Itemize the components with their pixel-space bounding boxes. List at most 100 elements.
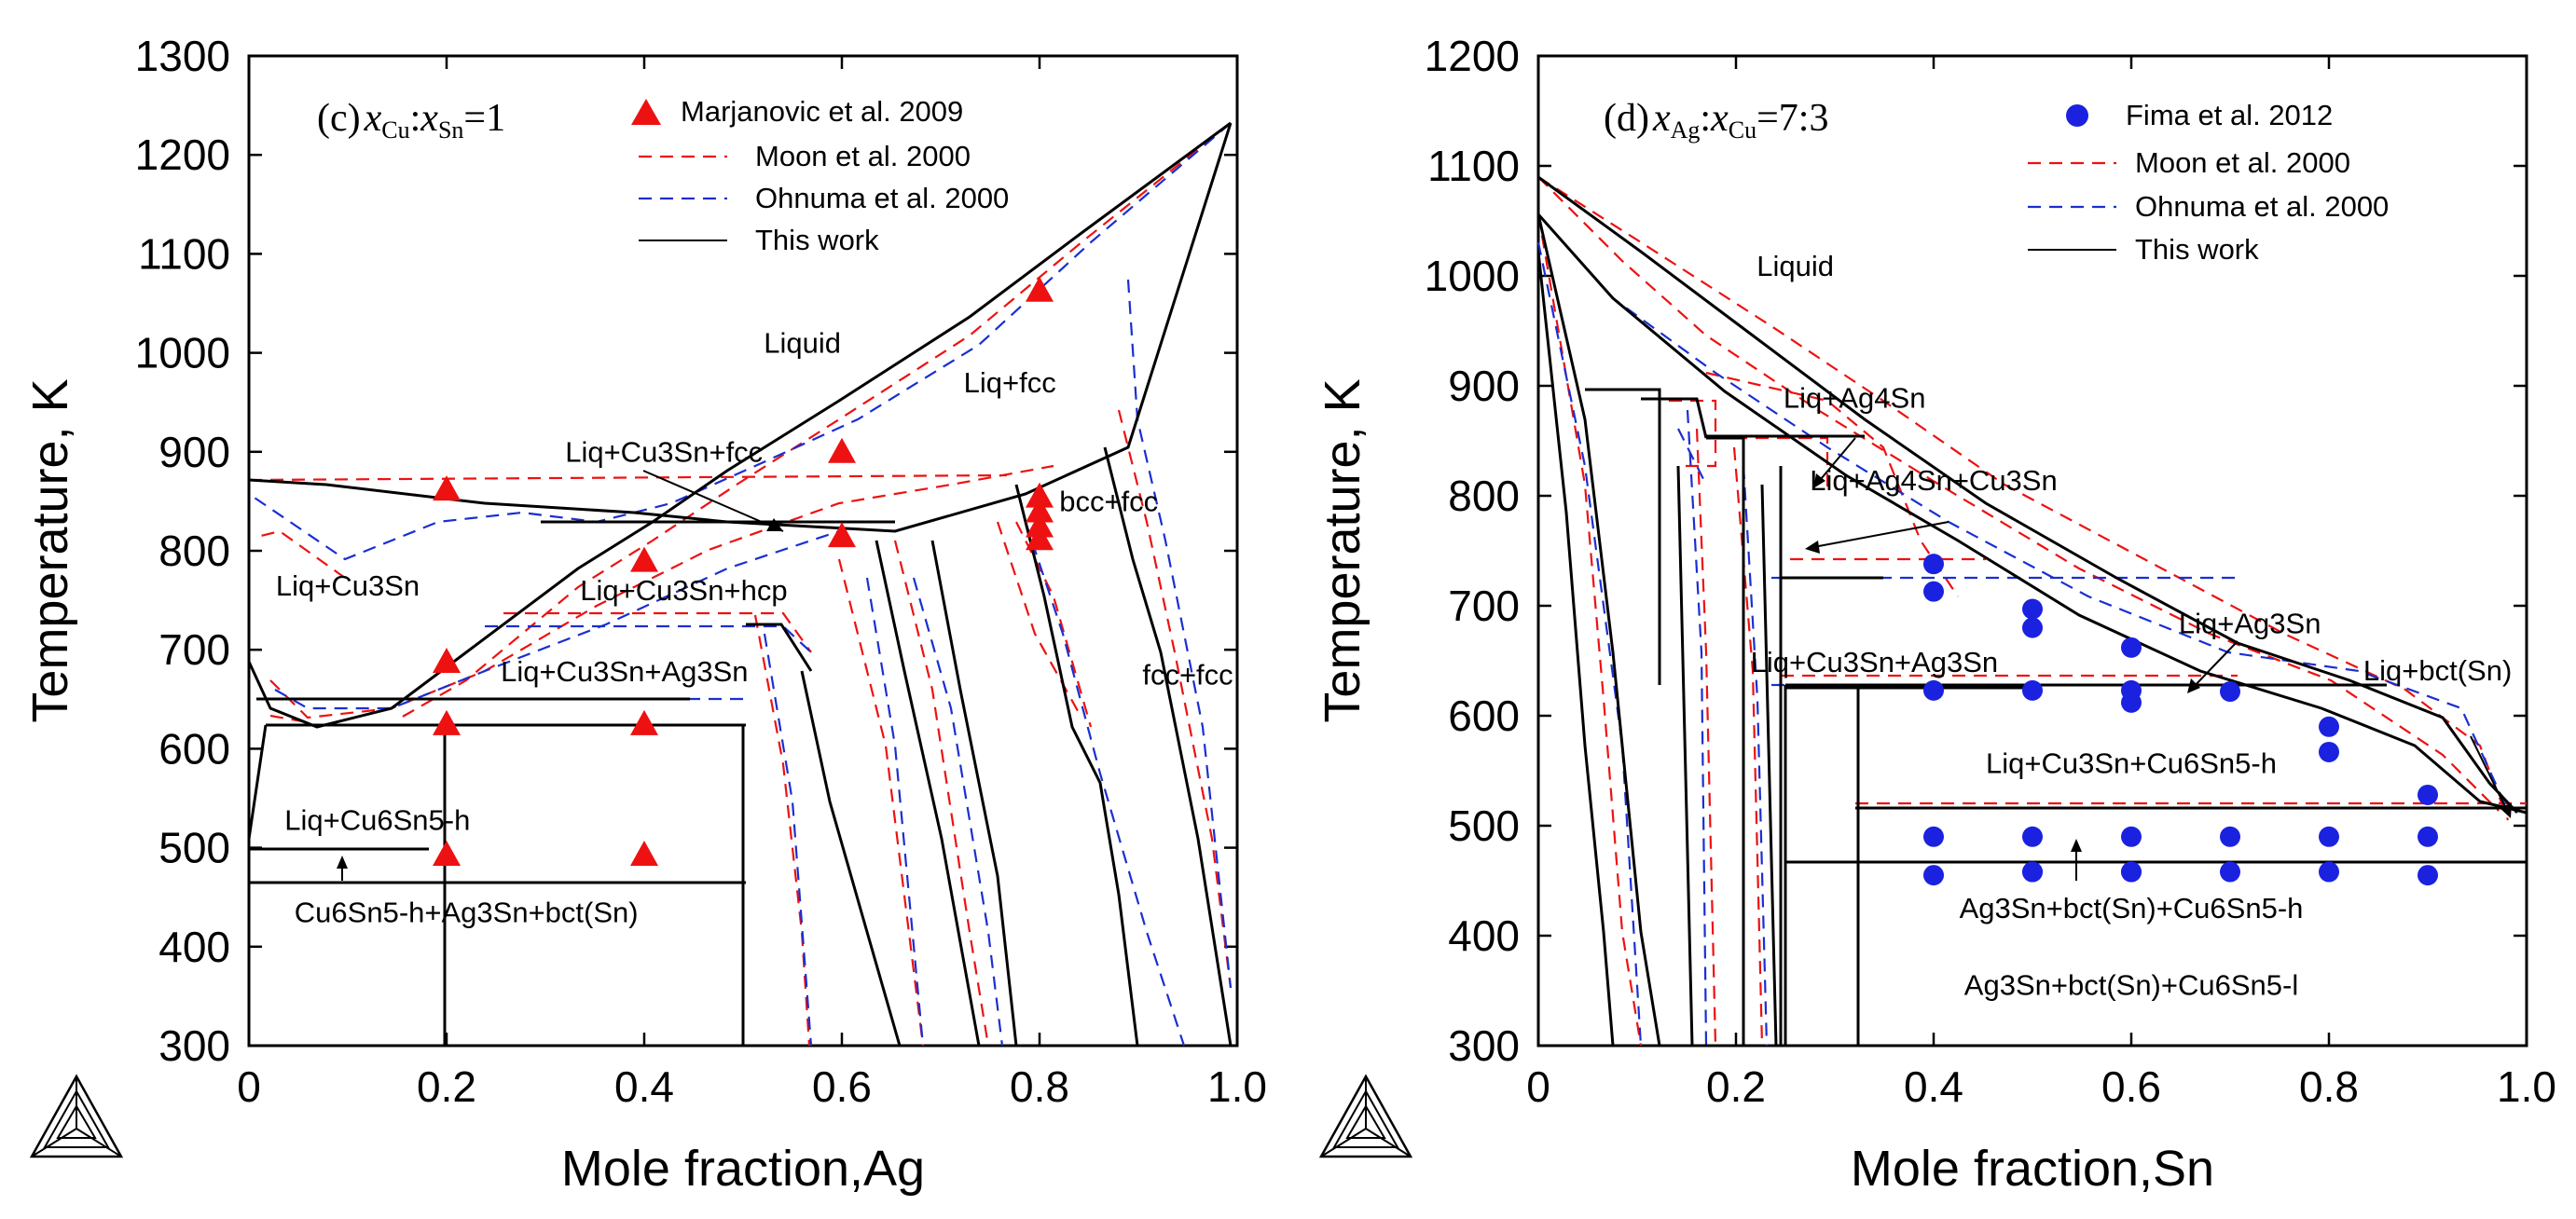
c-annotation-2: Liq+Cu3Sn+fcc (565, 435, 763, 468)
c-data-point-6 (828, 437, 856, 463)
d-data-point-20 (2319, 716, 2339, 737)
d-legend-label-3: This work (2135, 233, 2259, 266)
c-red-horizontal-870 (248, 473, 1008, 482)
c-ytick-label-0: 300 (158, 1021, 230, 1070)
d-data-point-23 (2319, 861, 2339, 883)
panel-d-legend: Fima et al. 2012 Moon et al. 2000 Ohnuma… (2028, 99, 2389, 266)
c-ytick-label-6: 900 (158, 428, 230, 476)
c-black-liquidus (247, 121, 1232, 729)
c-blue-mid-2 (865, 577, 925, 1047)
panel-d-arrows (1805, 437, 2512, 881)
d-annotation-1: Liq+Ag4Sn (1784, 382, 1926, 415)
c-annotation-8: Liq+Cu6Sn5-h (284, 803, 470, 836)
c-xtick-label-3: 0.6 (812, 1062, 872, 1111)
panel-d-x-ticks: 0 0.2 0.4 0.6 0.8 1.0 (1526, 56, 2556, 1111)
panel-c-x-ticks: 0 0.2 0.4 0.6 0.8 1.0 (237, 56, 1267, 1111)
c-ytick-label-2: 500 (158, 824, 230, 872)
c-red-mid-1 (893, 540, 990, 1047)
d-black-left-1 (1536, 213, 1661, 1047)
d-data-point-16 (2121, 861, 2142, 883)
c-annotation-6: Liq+Cu3Sn+Ag3Sn (501, 655, 748, 688)
c-blue-hcp-solvus (763, 633, 813, 1047)
d-data-point-18 (2220, 826, 2240, 847)
c-data-point-2 (433, 709, 461, 735)
c-xlabel: Mole fraction,Ag (561, 1141, 925, 1197)
d-blue-ag4sn (1677, 428, 1707, 486)
d-ytick-label-4: 700 (1448, 582, 1520, 630)
c-ytick-label-4: 700 (158, 625, 230, 674)
d-annotation-7: Ag3Sn+bct(Sn)+Cu6Sn5-h (1960, 892, 2304, 925)
d-annotation-0: Liquid (1756, 250, 1834, 282)
d-data-point-26 (2418, 865, 2438, 886)
d-red-liquidus-2 (1537, 176, 2500, 812)
c-annotation-0: Liquid (764, 327, 841, 360)
panel-c-data-points (433, 276, 1054, 867)
c-data-point-11 (1026, 512, 1054, 538)
c-xtick-label-5: 1.0 (1207, 1062, 1267, 1111)
d-annotation-3: Liq+Ag3Sn (2179, 608, 2321, 640)
c-black-solvus-1 (800, 670, 902, 1047)
d-data-point-0 (1923, 554, 1944, 575)
d-data-point-7 (2022, 679, 2043, 701)
c-red-liq-cu3sn (269, 464, 1054, 719)
d-ytick-label-1: 400 (1448, 911, 1520, 960)
d-blue-liquidus (1537, 213, 2510, 812)
c-blue-liq-cu3sn (274, 529, 840, 710)
d-ytick-label-3: 600 (1448, 692, 1520, 740)
c-thermo-logo-icon (29, 1074, 124, 1158)
d-black-left-2 (1536, 251, 1615, 1047)
d-data-point-8 (2022, 826, 2043, 847)
d-red-left-2 (1695, 428, 1717, 1047)
c-legend-label-1: Moon et al. 2000 (755, 140, 971, 172)
d-xlabel: Mole fraction,Sn (1851, 1141, 2214, 1197)
d-annotation-4: Liq+Cu3Sn+Ag3Sn (1751, 646, 1998, 678)
c-data-point-7 (828, 522, 856, 548)
d-ytick-label-8: 1100 (1427, 142, 1520, 190)
d-xtick-label-1: 0.2 (1706, 1062, 1766, 1111)
c-annotation-9: Cu6Sn5-h+Ag3Sn+bct(Sn) (295, 896, 639, 928)
c-legend-label-3: This work (755, 224, 879, 256)
c-red-fcc-right (1117, 409, 1233, 989)
c-red-hcp-region (503, 611, 812, 653)
panel-c-y-ticks: 300 400 500 600 700 800 900 1000 1100 1200 1300 (135, 32, 1237, 1070)
panel-c-red-dashed-curves (248, 122, 1233, 1047)
d-arrowhead-5 (2071, 839, 2082, 852)
c-blue-hcp (485, 624, 812, 653)
d-data-point-3 (1923, 826, 1944, 847)
c-black-hcp-left (746, 623, 813, 672)
d-black-box (1585, 388, 1661, 685)
d-xtick-label-5: 1.0 (2497, 1062, 2556, 1111)
c-panel-label-prefix: (c) (317, 97, 361, 140)
c-data-point-0 (433, 475, 461, 501)
c-red-liquidus-lower (260, 529, 346, 579)
d-arrow-ag4sn (1815, 437, 1856, 486)
d-data-point-2 (1923, 679, 1944, 701)
c-black-left-vert (247, 724, 268, 840)
c-data-point-13 (433, 841, 461, 867)
c-data-point-1 (433, 647, 461, 673)
d-black-box-2 (1641, 397, 1708, 439)
c-ytick-label-8: 1100 (138, 229, 230, 278)
d-thermo-logo-icon (1318, 1074, 1413, 1158)
panel-d-plot-frame (1536, 54, 2528, 1048)
panel-c-chart: 0 0.2 0.4 0.6 0.8 1.0 300 400 500 600 700 800 900 10… (22, 32, 1267, 1197)
c-black-solvus-2 (875, 540, 981, 1047)
c-arrowhead-2 (337, 856, 348, 869)
d-arrowhead-ag4sn (1813, 473, 1825, 488)
d-data-point-14 (2121, 826, 2142, 847)
d-ytick-label-0: 300 (1448, 1021, 1520, 1070)
c-data-point-8 (1026, 276, 1054, 302)
d-xtick-label-3: 0.6 (2101, 1062, 2161, 1111)
d-data-point-19 (2220, 861, 2240, 883)
panel-d-data-points (1923, 554, 2438, 886)
d-red-ag4sn (1705, 371, 1959, 597)
c-xtick-label-4: 0.8 (1010, 1062, 1069, 1111)
d-black-vert-2 (1760, 484, 1778, 1047)
c-arrowhead-1 (766, 518, 783, 531)
c-red-hcp-solvus (753, 614, 811, 1047)
d-data-point-13 (2121, 692, 2142, 713)
c-ylabel: Temperature, K (22, 378, 78, 722)
c-data-point-12 (1026, 525, 1054, 551)
c-blue-liquidus-upper (248, 122, 1232, 561)
